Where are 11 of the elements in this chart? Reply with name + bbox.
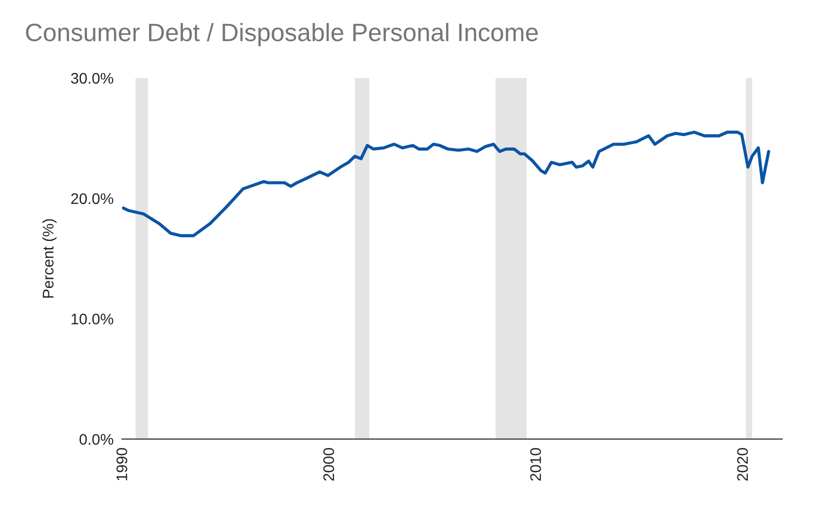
- x-tick-label: 2010: [530, 448, 542, 481]
- y-tick-label: 30.0%: [71, 72, 114, 84]
- y-tick-label: 20.0%: [71, 193, 114, 204]
- x-tick-label: 2020: [737, 448, 748, 481]
- x-tick-label: 1990: [116, 448, 128, 480]
- chart-title: Consumer Debt / Disposable Personal Income: [26, 22, 538, 46]
- y-tick-label: 10.0%: [72, 314, 114, 324]
- line-series: [122, 130, 770, 238]
- y-tick-label: 0.0%: [80, 434, 114, 445]
- y-axis-title: Percent (%): [42, 219, 57, 298]
- x-tick-label: 2000: [323, 448, 334, 481]
